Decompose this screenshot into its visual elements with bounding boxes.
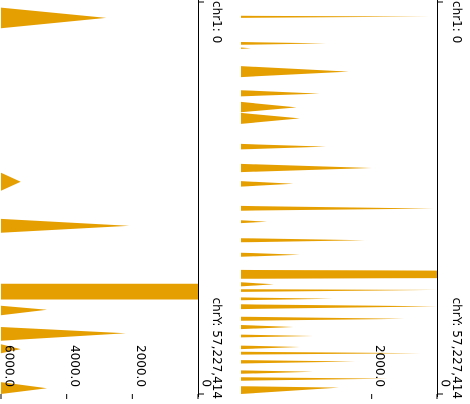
value-tick-label: 0 (439, 379, 453, 387)
position-start-label: chr1: 0 (210, 1, 224, 43)
position-end-label: chrY: 57,227,414 (210, 298, 224, 399)
value-tick-label: 6000.0 (3, 345, 17, 387)
panel-1: 0 2000.0 4000.0 6000.0 chr1: 0 chrY: 57,227,4… (0, 0, 224, 399)
panel-2: 0 2000.0 chr1: 0 chrY: 57,227,414 (241, 0, 464, 399)
value-tick-label: 0 (200, 379, 214, 387)
value-tick-label: 2000.0 (373, 345, 387, 387)
value-tick-label: 4000.0 (68, 345, 82, 387)
coverage-area (241, 0, 437, 394)
position-start-label: chr1: 0 (450, 1, 464, 43)
position-end-label: chrY: 57,227,414 (450, 298, 464, 399)
coverage-area (1, 0, 198, 394)
value-tick-label: 2000.0 (134, 345, 148, 387)
